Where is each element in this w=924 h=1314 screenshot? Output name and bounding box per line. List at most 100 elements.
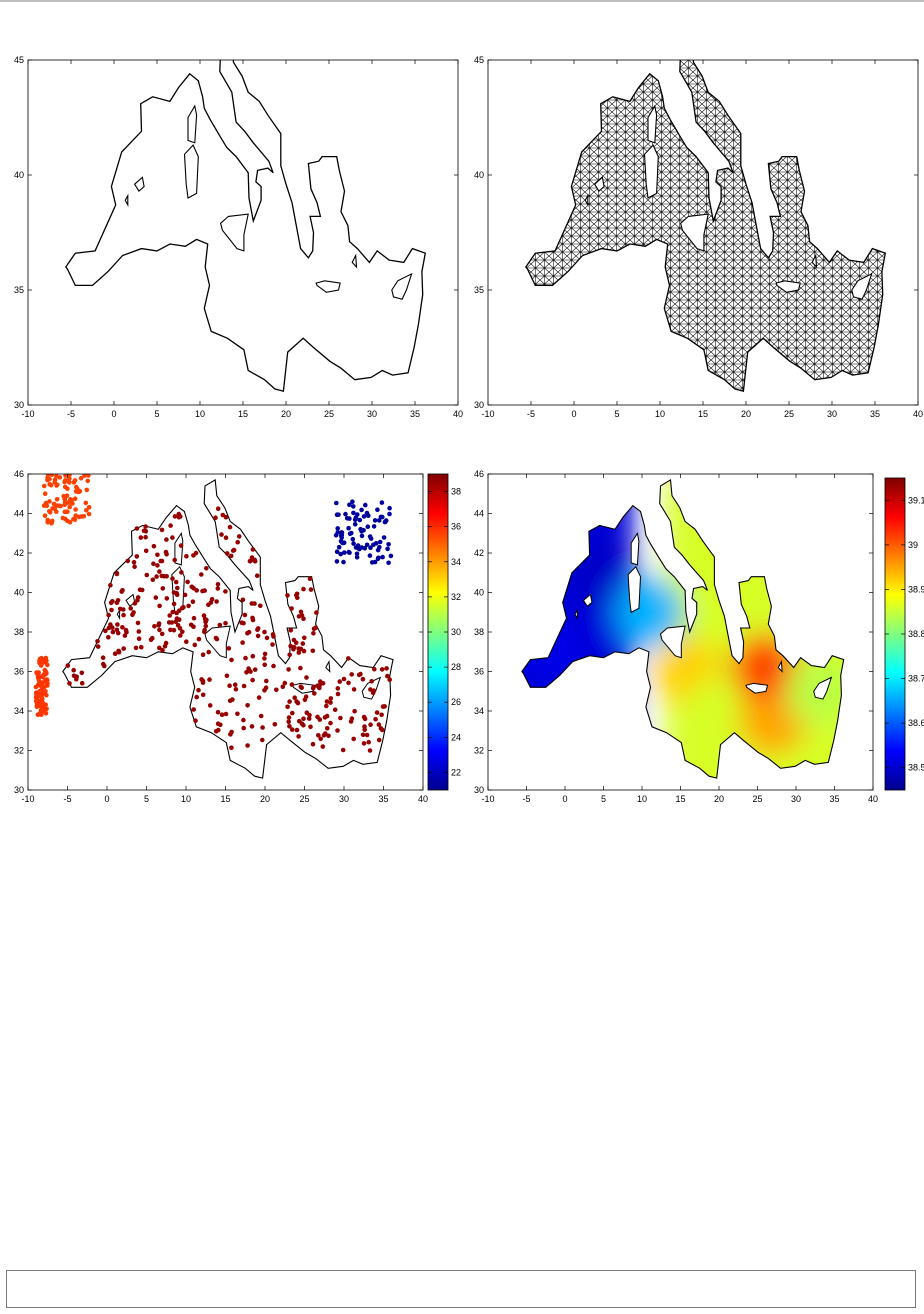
island-path [627,565,642,614]
data-point [264,635,270,641]
data-point [241,717,246,723]
data-point [260,737,265,743]
data-point [122,633,128,638]
data-point [289,727,295,732]
data-point [164,574,169,579]
data-point [335,530,341,535]
data-point [71,516,76,522]
colorbar-tick-label: 38.6 [908,718,924,728]
data-point [289,606,294,611]
data-point [372,666,377,672]
data-point [367,553,373,558]
data-point [132,564,137,569]
data-point [301,586,306,592]
data-point [215,709,221,715]
data-point [302,635,307,641]
data-point [334,559,340,564]
data-point [33,684,39,690]
data-point [250,653,256,659]
data-point [296,646,302,651]
data-point [310,648,316,654]
data-point [335,728,340,733]
y-tick-label: 34 [14,706,24,716]
data-point [138,535,144,540]
data-point [215,506,221,512]
data-point [213,515,218,520]
data-point [213,729,219,734]
data-point [285,593,290,598]
data-point [298,684,304,689]
island-path [292,682,316,694]
data-point [204,617,209,623]
data-point [298,609,304,615]
data-point [358,526,363,532]
island-path [813,676,833,700]
data-point [282,680,288,686]
data-point [155,563,160,568]
data-point [364,510,370,516]
data-point [79,680,85,686]
data-point [223,711,229,717]
data-point [42,513,48,518]
data-point [47,476,52,482]
y-tick-label: 44 [474,509,484,519]
data-point [368,687,373,692]
x-tick-label: 30 [339,794,349,804]
data-point [194,694,199,700]
x-tick-label: 20 [281,409,291,419]
data-point [363,502,368,508]
data-point [34,704,40,710]
data-point [314,610,319,615]
x-tick-label: 15 [238,409,248,419]
data-point [228,553,234,559]
data-point [151,561,156,566]
data-point [351,510,356,516]
data-point [193,718,198,723]
data-point [100,655,106,660]
data-point [361,514,367,519]
x-tick-label: 10 [195,409,205,419]
data-point [346,525,351,531]
data-point [95,644,101,649]
data-point [371,688,377,693]
data-point [347,516,352,521]
island-path [204,625,231,659]
data-point [45,474,51,477]
data-point [106,625,112,631]
x-tick-label: 5 [614,409,619,419]
data-point [349,530,354,536]
data-point [171,627,177,633]
data-point [184,554,189,559]
y-tick-label: 40 [474,170,484,180]
data-point [350,536,356,542]
data-point [262,651,268,657]
data-point [199,572,204,577]
data-point [50,506,55,511]
data-point [143,548,149,554]
data-point [354,551,360,557]
data-point [47,510,53,515]
data-point [164,596,170,601]
data-point [158,558,163,564]
data-point [207,703,213,708]
data-point [371,524,377,529]
data-point [304,710,310,715]
data-point [115,622,120,627]
colorbar-tick-label: 32 [451,592,461,602]
data-point [387,677,393,682]
data-point [355,512,360,517]
data-point [185,579,190,585]
colorbar-tick-label: 36 [451,522,461,532]
data-point [71,667,76,673]
data-point [159,631,165,637]
data-point [67,480,72,485]
data-point [110,599,115,604]
data-point [351,687,357,692]
data-point [189,584,195,590]
data-point [102,663,107,669]
coastline-plot-area [64,60,427,393]
data-point [194,588,199,593]
data-point [75,489,81,495]
data-point [43,655,49,661]
